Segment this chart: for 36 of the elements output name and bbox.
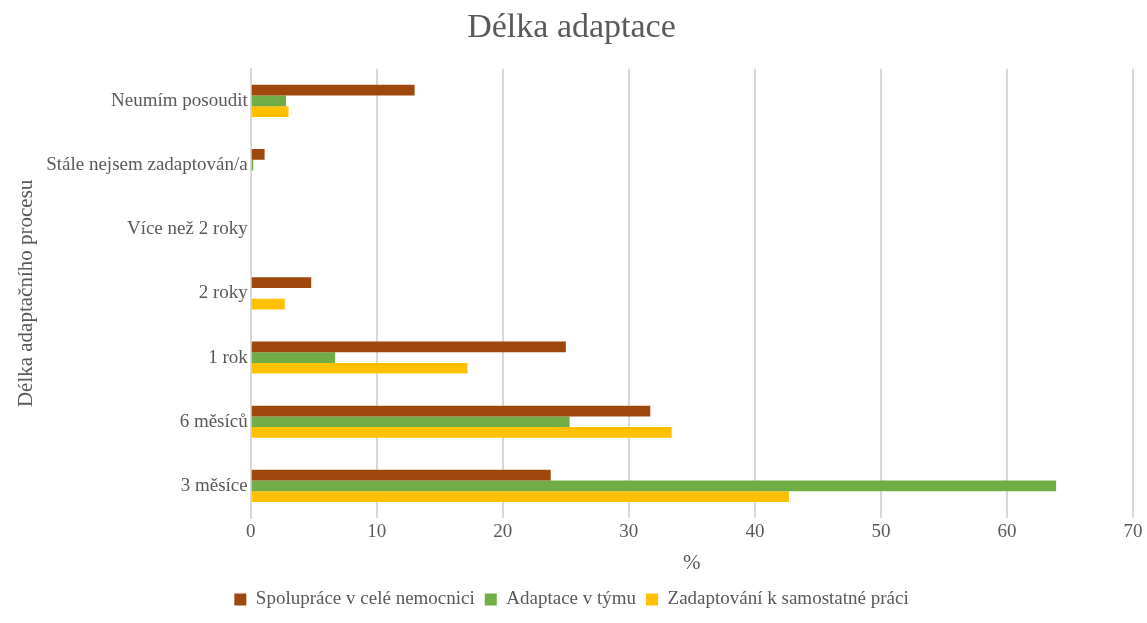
y-tick-label: 1 rok — [208, 345, 249, 367]
bar — [251, 491, 789, 502]
x-tick-label: 0 — [245, 520, 256, 542]
legend-label: Adaptace v týmu — [506, 587, 637, 609]
x-tick-label: 70 — [1123, 520, 1143, 542]
bar — [251, 405, 651, 417]
bar — [251, 298, 285, 310]
x-tick-label: 10 — [367, 520, 387, 542]
bar — [251, 480, 1057, 492]
bar — [251, 277, 312, 289]
bar — [251, 341, 566, 353]
x-tick-label: 50 — [871, 520, 891, 542]
x-tick-label: 40 — [745, 520, 765, 542]
bar — [251, 469, 551, 481]
bar — [251, 149, 265, 160]
bar — [251, 362, 468, 374]
legend-label: Spolupráce v celé nemocnici — [255, 587, 475, 609]
bar — [251, 427, 672, 438]
x-tick-label: 30 — [619, 520, 639, 542]
x-axis-title: % — [683, 549, 701, 574]
bar — [251, 84, 415, 96]
y-tick-label: 6 měsíců — [179, 409, 249, 431]
legend-label: Zadaptování k samostatné práci — [667, 587, 909, 609]
bar — [251, 95, 287, 107]
bar — [251, 106, 289, 117]
chart-title: Délka adaptace — [467, 7, 676, 45]
x-tick-label: 20 — [493, 520, 513, 542]
y-tick-label: 2 roky — [198, 281, 249, 303]
y-tick-label: Stále nejsem zadaptován/a — [46, 153, 249, 175]
y-axis-title: Délka adaptačního procesu — [13, 179, 38, 408]
x-tick-label: 60 — [997, 520, 1017, 542]
bar — [251, 352, 336, 363]
bar — [251, 416, 570, 428]
y-tick-label: 3 měsíce — [180, 473, 248, 495]
y-tick-label: Více než 2 roky — [126, 217, 249, 239]
y-tick-label: Neumím posoudit — [111, 88, 249, 110]
